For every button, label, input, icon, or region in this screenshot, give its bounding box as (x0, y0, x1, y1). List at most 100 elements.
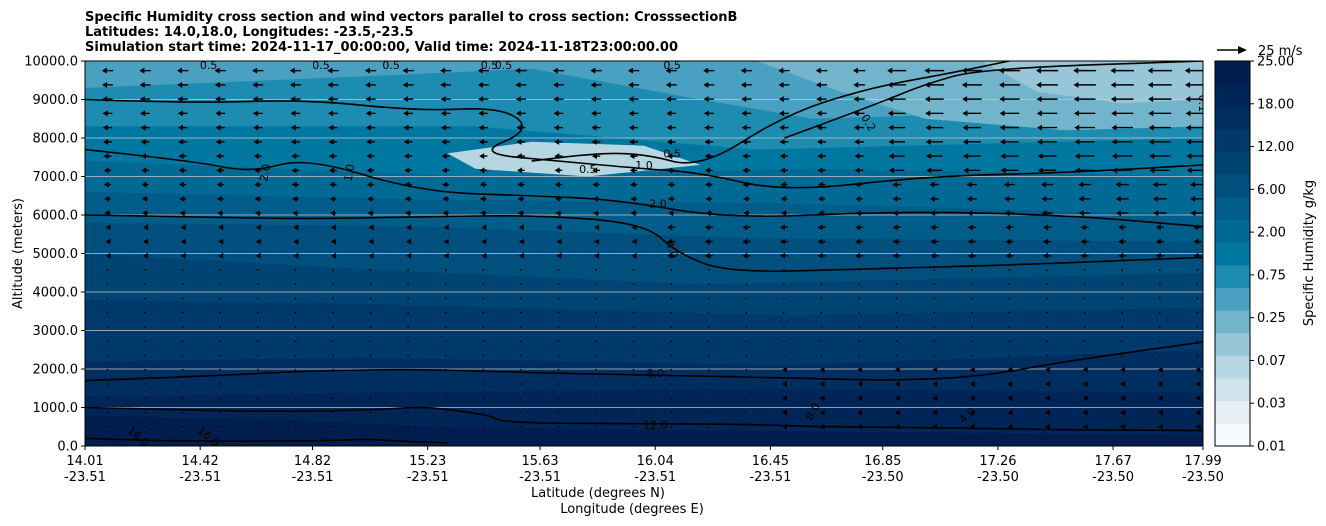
wind-arrow-head (1116, 210, 1122, 217)
wind-arrow-head (932, 395, 938, 402)
wind-dot (482, 354, 485, 357)
wind-arrow-head (741, 124, 747, 131)
wind-arrow-head (1152, 181, 1158, 188)
wind-dot (557, 311, 560, 314)
wind-arrow-head (741, 110, 747, 117)
wind-dot (369, 311, 372, 314)
wind-dot (783, 354, 785, 357)
x-tick-label-lon: -23.51 (64, 470, 106, 485)
wind-dot (407, 383, 410, 385)
wind-dot (144, 383, 146, 385)
wind-arrow-head (781, 395, 787, 402)
wind-arrow-head (1037, 153, 1043, 160)
wind-arrow-head (218, 238, 224, 245)
humidity-band-1 (85, 388, 1203, 435)
wind-arrow-head (1120, 395, 1126, 402)
wind-arrow-head (966, 181, 972, 188)
wind-arrow-head (740, 67, 746, 74)
chart-title-line-1: Specific Humidity cross section and wind… (85, 10, 738, 25)
wind-arrow-head (778, 67, 784, 74)
wind-arrow-head (292, 210, 298, 217)
wind-arrow-head (403, 124, 409, 131)
wind-arrow-head (816, 81, 822, 88)
wind-dot (256, 340, 259, 343)
colorbar-tick-label: 12.00 (1257, 140, 1294, 155)
wind-arrow-head (291, 181, 297, 188)
wind-dot (557, 383, 560, 385)
wind-dot (181, 311, 184, 314)
wind-arrow-head (592, 167, 598, 174)
wind-arrow-head (667, 195, 673, 202)
wind-arrow-head (1111, 110, 1117, 117)
wind-arrow-head (365, 81, 371, 88)
x-tick-label-lon: -23.50 (862, 470, 904, 485)
wind-arrow-head (179, 181, 185, 188)
wind-arrow-head (217, 210, 223, 217)
colorbar-segment (1215, 310, 1250, 334)
colorbar-segment (1215, 378, 1250, 402)
wind-dot (595, 297, 597, 300)
wind-dot (181, 340, 184, 343)
x-tick-label-lon: -23.51 (634, 470, 676, 485)
wind-arrow-head (365, 124, 371, 131)
contour-label-10: 0.5 (579, 163, 597, 176)
wind-arrow-head (999, 110, 1005, 117)
wind-dot (670, 397, 673, 400)
wind-arrow-head (818, 210, 824, 217)
wind-dot (1158, 354, 1161, 357)
wind-arrow-head (1074, 138, 1080, 145)
wind-arrow-head (441, 167, 447, 174)
wind-dot (181, 383, 184, 385)
wind-arrow-head (591, 138, 597, 145)
wind-dot (1196, 326, 1199, 328)
wind-dot (219, 326, 222, 328)
wind-dot (444, 340, 447, 343)
wind-arrow-head (255, 238, 261, 245)
wind-dot (970, 326, 973, 328)
x-tick-label-lat: 15.23 (409, 454, 446, 469)
wind-arrow-head (855, 210, 861, 217)
wind-dot (1046, 326, 1048, 328)
wind-arrow-head (440, 96, 446, 103)
wind-dot (1046, 311, 1048, 314)
wind-dot (933, 340, 936, 343)
wind-dot (519, 297, 522, 300)
wind-arrow-head (963, 167, 969, 174)
wind-arrow-head (1045, 381, 1051, 388)
wind-arrow-head (553, 81, 559, 88)
x-tick-label-lat: 15.63 (521, 454, 558, 469)
wind-arrow-head (925, 153, 931, 160)
wind-arrow-head (591, 110, 597, 117)
wind-arrow-head (1185, 110, 1191, 117)
wind-arrow-head (704, 124, 710, 131)
wind-arrow-head (328, 124, 334, 131)
wind-arrow-head (780, 167, 786, 174)
contour-1.0 (85, 98, 1203, 189)
wind-dot (294, 397, 297, 400)
wind-dot (294, 326, 297, 328)
wind-arrow-head (139, 67, 145, 74)
wind-dot (858, 354, 861, 357)
wind-arrow-head (1190, 195, 1196, 202)
wind-dot (369, 269, 372, 271)
wind-arrow-head (368, 224, 374, 231)
wind-dot (745, 411, 748, 414)
wind-dot (820, 311, 823, 314)
wind-dot (632, 354, 635, 357)
wind-dot (444, 368, 447, 371)
humidity-band-12 (981, 61, 1203, 104)
wind-arrow-head (1003, 181, 1009, 188)
wind-arrow-head (894, 366, 900, 373)
wind-arrow-head (666, 138, 672, 145)
wind-arrow-head (781, 423, 787, 430)
wind-arrow-head (1037, 167, 1043, 174)
wind-arrow-head (442, 195, 448, 202)
y-tick-label: 5000.0 (33, 247, 79, 262)
wind-arrow-head (930, 238, 936, 245)
wind-arrow-head (366, 153, 372, 160)
wind-arrow-head (218, 252, 224, 259)
wind-dot (444, 269, 447, 271)
wind-arrow-head (104, 210, 110, 217)
wind-arrow-head (367, 210, 373, 217)
wind-dot (1121, 340, 1124, 343)
